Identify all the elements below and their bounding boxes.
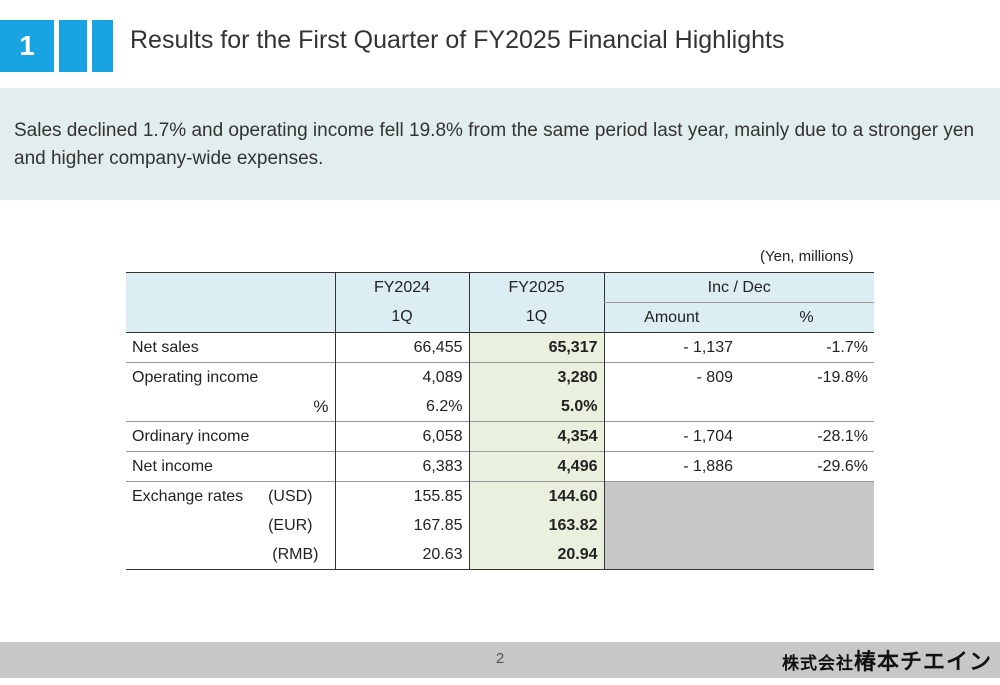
financial-highlights-table: FY2024 FY2025 Inc / Dec 1Q 1Q Amount % N… — [126, 272, 874, 570]
company-prefix: 株式会社 — [781, 654, 854, 674]
cell-pct: -1.7% — [826, 338, 868, 356]
company-name: 椿本チエイン — [853, 650, 992, 675]
row-label: (RMB) — [126, 540, 335, 570]
cell-fy2025: 4,496 — [468, 451, 604, 482]
cell-fy2024: 6,383 — [334, 451, 469, 482]
cell-fy2025: 4,354 — [468, 421, 604, 452]
table-row: Operating income 4,089 3,280 - 809 -19.8… — [126, 362, 874, 392]
section-number-badge: 1 — [0, 20, 54, 72]
section-decor-bar — [59, 20, 87, 72]
unit-note: (Yen, millions) — [760, 248, 854, 265]
table-header-row: FY2024 FY2025 Inc / Dec — [126, 272, 874, 333]
row-label: % — [313, 396, 329, 416]
row-label: Exchange rates (USD) — [126, 482, 335, 512]
fx-currency: (USD) — [268, 487, 313, 505]
cell-pct — [739, 392, 874, 422]
cell-pct: -29.6% — [817, 457, 868, 475]
header-amount: Amount — [603, 302, 739, 333]
table-row: Exchange rates (USD) 155.85 144.60 — [126, 481, 874, 512]
table-row: (RMB) 20.63 20.94 — [126, 540, 874, 570]
cell-amount: - 1,704 — [603, 421, 739, 452]
row-label: Operating income — [132, 368, 259, 386]
table-row: Net sales 66,455 65,317 - 1,137 -1.7% — [126, 332, 874, 363]
header-blank-cell — [126, 272, 335, 333]
section-decor-bar — [92, 20, 113, 72]
header-pct: % — [799, 308, 814, 326]
table-row: Ordinary income 6,058 4,354 - 1,704 -28.… — [126, 421, 874, 452]
table-row: % 6.2% 5.0% — [126, 392, 874, 422]
cell-na — [603, 481, 874, 511]
cell-fy2024: 167.85 — [334, 511, 469, 540]
cell-amount: - 1,886 — [603, 451, 739, 482]
cell-fy2024: 4,089 — [334, 362, 469, 392]
cell-fy2024: 6.2% — [334, 392, 469, 422]
fx-currency: (RMB) — [272, 545, 319, 563]
cell-fy2025: 20.94 — [468, 540, 604, 570]
cell-fy2025: 3,280 — [468, 362, 604, 392]
fx-label: Exchange rates — [132, 487, 244, 505]
cell-fy2024: 6,058 — [334, 421, 469, 452]
cell-fy2024: 66,455 — [334, 332, 469, 363]
cell-na — [603, 511, 874, 540]
cell-fy2025: 5.0% — [468, 392, 604, 422]
header-1q-2025: 1Q — [468, 302, 604, 333]
cell-pct: -19.8% — [817, 368, 868, 386]
header-fy2025: FY2025 — [468, 272, 604, 303]
cell-fy2025: 65,317 — [468, 332, 604, 363]
row-label: Net income — [132, 457, 213, 475]
cell-fy2024: 155.85 — [334, 481, 469, 511]
header-inc-dec: Inc / Dec — [603, 272, 874, 303]
table-row: (EUR) 167.85 163.82 — [126, 511, 874, 540]
footer-bar — [0, 642, 1000, 678]
row-label: Ordinary income — [132, 427, 250, 445]
fx-currency: (EUR) — [268, 516, 313, 534]
company-logo: 株式会社椿本チエイン — [782, 644, 992, 676]
header-1q-2024: 1Q — [334, 302, 469, 333]
summary-panel — [0, 88, 1000, 200]
row-label: (EUR) — [126, 511, 335, 540]
cell-na — [603, 540, 874, 570]
cell-amount — [603, 392, 739, 422]
cell-fy2024: 20.63 — [334, 540, 469, 570]
table-row: Net income 6,383 4,496 - 1,886 -29.6% — [126, 451, 874, 482]
cell-pct: -28.1% — [817, 427, 868, 445]
row-label: Net sales — [132, 338, 199, 356]
cell-fy2025: 144.60 — [468, 481, 604, 511]
cell-fy2025: 163.82 — [468, 511, 604, 540]
summary-text: Sales declined 1.7% and operating income… — [14, 120, 975, 169]
cell-amount: - 809 — [603, 362, 739, 392]
cell-amount: - 1,137 — [603, 332, 739, 363]
header-fy2024: FY2024 — [334, 272, 469, 303]
page-title: Results for the First Quarter of FY2025 … — [130, 26, 785, 54]
page-number: 2 — [495, 650, 505, 667]
